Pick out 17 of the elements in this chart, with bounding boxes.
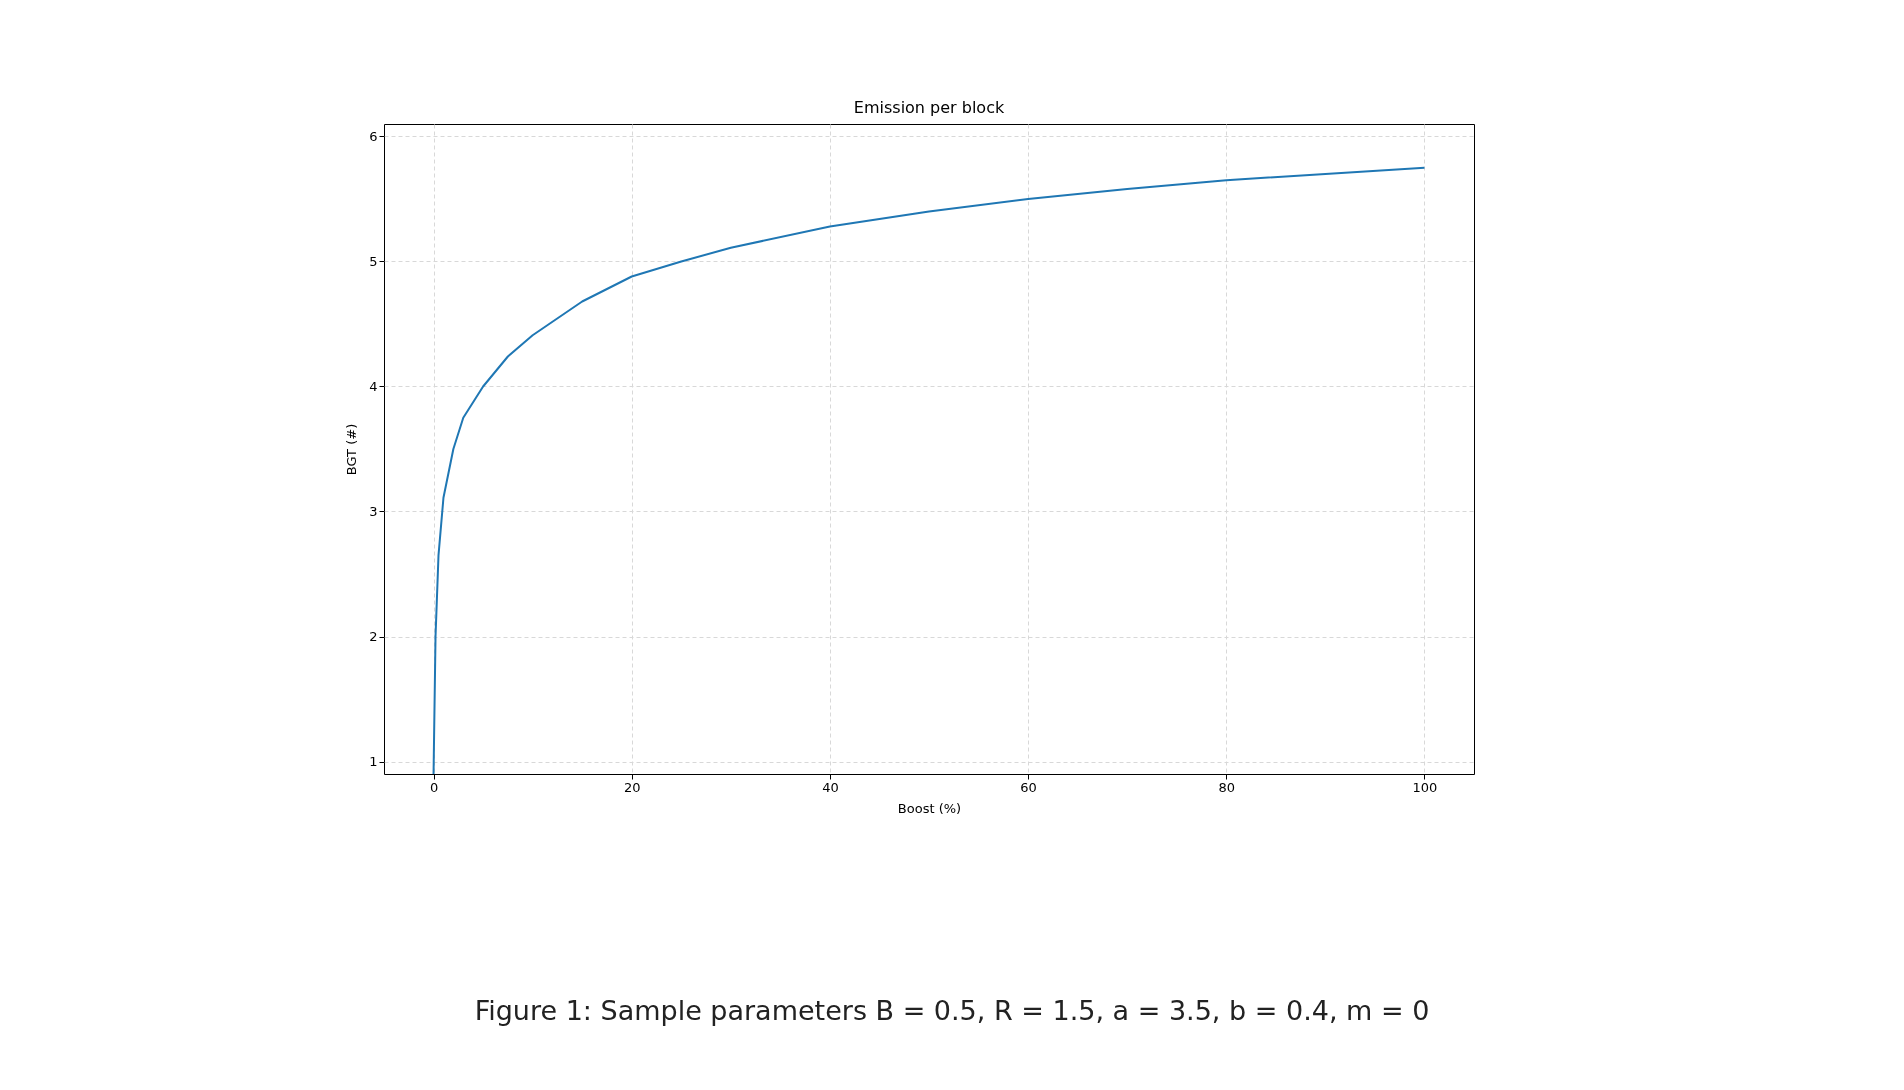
- y-tick-label: 6: [369, 129, 378, 144]
- caption: Figure 1: Sample parameters B = 0.5, R = 1.5, a = 3.5, b = 0.4, m = 0: [473, 995, 1431, 1026]
- x-tick-label: 100: [1412, 779, 1438, 795]
- x-axis-title: Boost (%): [897, 800, 962, 816]
- line-series: [432, 166, 1426, 774]
- y-tick-label: 4: [369, 379, 378, 394]
- y-tick-label: 1: [369, 754, 378, 769]
- y-axis-title: BGT (#): [344, 423, 360, 476]
- y-tick-label: 5: [369, 254, 378, 269]
- x-tick-label: 40: [822, 779, 839, 795]
- chart-title: Emission per block: [853, 98, 1005, 117]
- y-tick-label: 2: [369, 629, 378, 644]
- y-tick-label: 3: [369, 504, 378, 519]
- x-tick-label: 60: [1020, 779, 1037, 795]
- x-tick-label: 0: [429, 779, 439, 795]
- x-tick-label: 20: [623, 779, 641, 795]
- x-tick-label: 80: [1218, 779, 1236, 795]
